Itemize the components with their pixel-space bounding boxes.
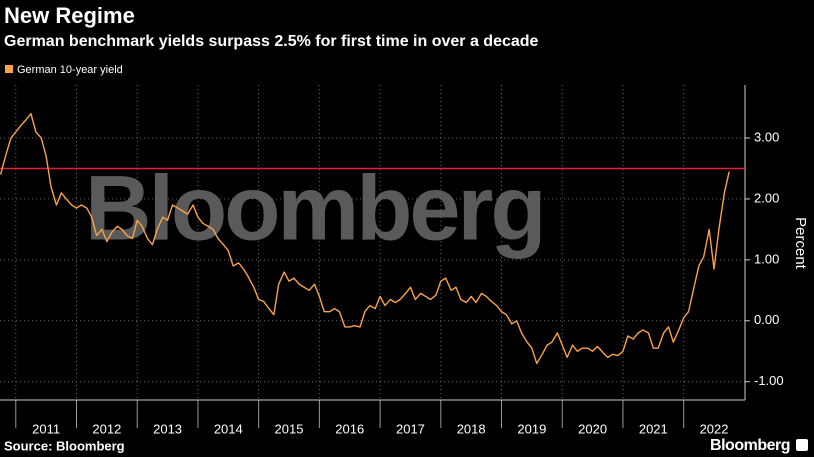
x-tick-label: 2012 [92, 421, 121, 436]
x-tick-label: 2019 [517, 421, 546, 436]
x-tick-label: 2014 [214, 421, 243, 436]
source: Source: Bloomberg [4, 438, 125, 453]
x-tick-label: 2021 [639, 421, 668, 436]
y-axis-label: Percent [792, 217, 809, 270]
branding: Bloomberg [710, 437, 790, 454]
x-tick-label: 2013 [153, 421, 182, 436]
x-tick-label: 2016 [335, 421, 364, 436]
y-tick-label: 1.00 [754, 251, 779, 266]
watermark: Bloomberg [85, 157, 544, 259]
brand-icon [796, 439, 808, 451]
y-tick-label: -1.00 [754, 373, 784, 388]
y-tick-label: 3.00 [754, 129, 779, 144]
data-line [0, 112, 730, 365]
x-tick-label: 2020 [578, 421, 607, 436]
chart-subtitle: German benchmark yields surpass 2.5% for… [4, 33, 539, 50]
x-tick-label: 2022 [700, 421, 729, 436]
x-tick-label: 2018 [457, 421, 486, 436]
x-tick-label: 2017 [396, 421, 425, 436]
chart-title: New Regime [4, 3, 135, 28]
legend-label: German 10-year yield [17, 64, 123, 76]
y-tick-label: 0.00 [754, 312, 779, 327]
x-tick-label: 2011 [32, 421, 60, 436]
legend-swatch [5, 65, 13, 73]
y-tick-label: 2.00 [754, 190, 779, 205]
x-tick-label: 2015 [275, 421, 304, 436]
